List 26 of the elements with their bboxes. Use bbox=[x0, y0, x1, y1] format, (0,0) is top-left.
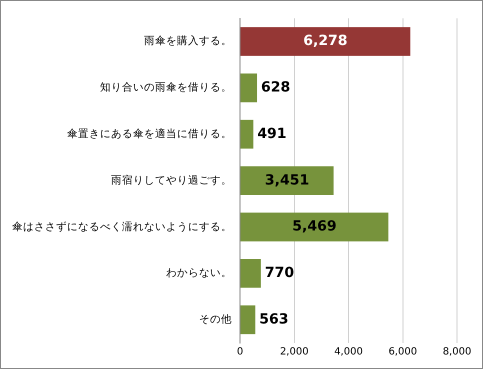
y-tick-label: わからない。 bbox=[166, 267, 232, 280]
bar bbox=[240, 120, 254, 149]
y-tick-label: 傘はささずになるべく濡れないようにする。 bbox=[12, 220, 232, 233]
y-tick-label: 雨傘を購入する。 bbox=[144, 34, 232, 48]
bar bbox=[240, 166, 334, 196]
bar bbox=[240, 27, 410, 56]
data-label: 3,451 bbox=[264, 172, 310, 188]
data-label: 628 bbox=[261, 80, 290, 96]
x-tick-label: 6,000 bbox=[388, 346, 418, 358]
bar bbox=[240, 212, 388, 242]
y-tick-label: 雨宿りしてやり過ごす。 bbox=[111, 173, 232, 186]
x-tick-label: 0 bbox=[236, 346, 244, 358]
y-tick-label: 傘置きにある傘を適当に借りる。 bbox=[67, 127, 232, 140]
data-label: 5,469 bbox=[292, 218, 337, 235]
x-tick-label: 4,000 bbox=[334, 346, 363, 358]
bar bbox=[240, 305, 256, 334]
x-tick-label: 8,000 bbox=[442, 346, 472, 358]
bar bbox=[240, 74, 258, 102]
data-label: 491 bbox=[257, 126, 287, 142]
x-tick-label: 2,000 bbox=[280, 346, 309, 358]
y-tick-label: その他 bbox=[199, 314, 232, 326]
data-label: 563 bbox=[259, 311, 289, 328]
data-label: 770 bbox=[264, 265, 294, 282]
bar bbox=[240, 259, 261, 288]
y-tick-label: 知り合いの雨傘を借りる。 bbox=[100, 80, 232, 94]
data-label: 6,278 bbox=[303, 33, 348, 50]
